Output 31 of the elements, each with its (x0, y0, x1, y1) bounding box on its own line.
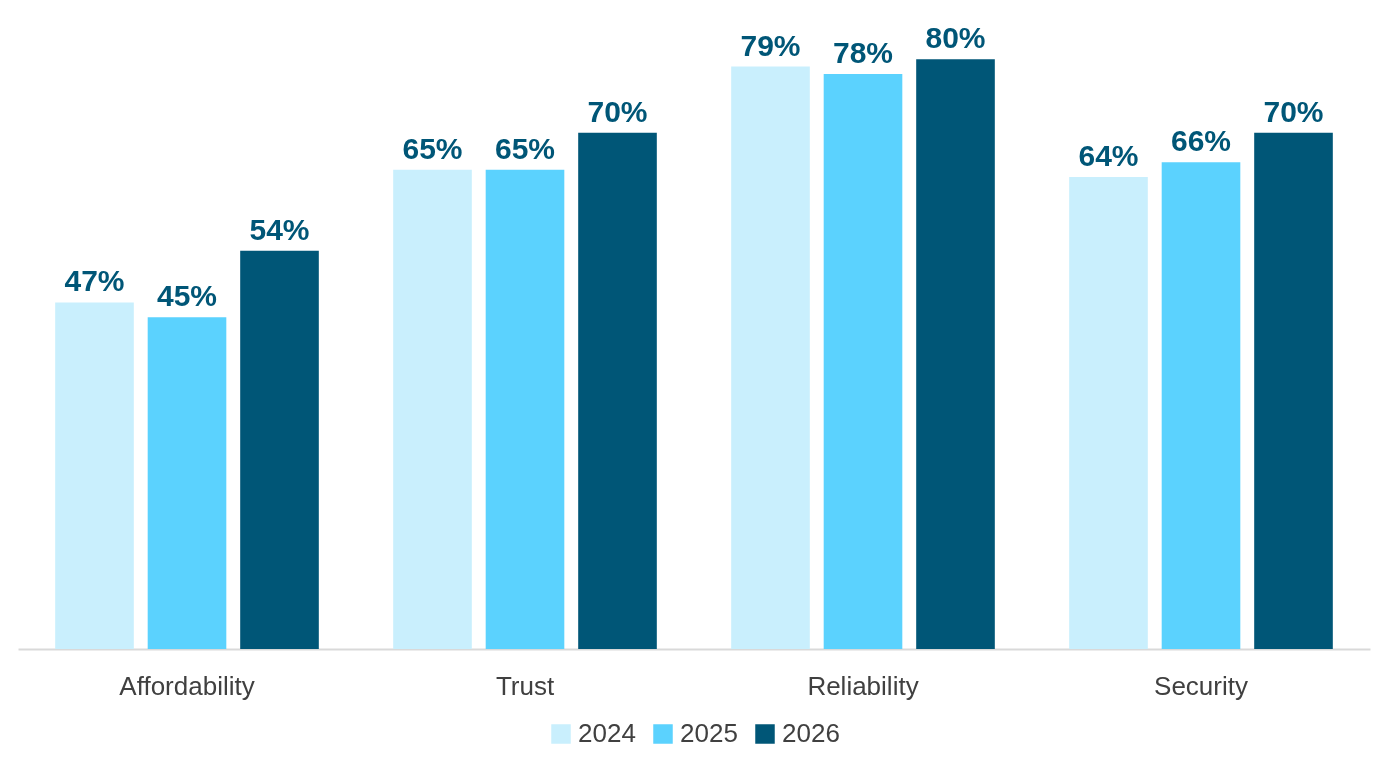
bar (731, 66, 810, 649)
x-tick-label: Affordability (119, 670, 255, 701)
data-label: 47% (64, 264, 125, 298)
data-label: 79% (740, 28, 801, 62)
bar (916, 59, 995, 649)
data-label: 65% (402, 131, 463, 165)
bar (55, 302, 134, 649)
bar (823, 73, 903, 649)
bar (393, 169, 472, 649)
bar (1161, 162, 1241, 649)
legend-label: 2026 (782, 718, 840, 748)
data-label: 66% (1170, 124, 1232, 158)
data-label: 80% (925, 21, 986, 55)
data-label: 45% (156, 279, 218, 313)
data-label: 70% (1263, 94, 1324, 128)
x-tick-label: Trust (495, 670, 555, 701)
x-tick-label: Reliability (807, 670, 919, 701)
bar (578, 132, 657, 649)
legend-label: 2024 (578, 718, 636, 748)
x-tick-label: Security (1154, 670, 1248, 701)
bar (1254, 132, 1333, 649)
bar (147, 317, 227, 649)
bar (485, 169, 565, 649)
data-label: 64% (1078, 139, 1139, 173)
data-label: 78% (832, 35, 894, 69)
data-label: 65% (494, 131, 556, 165)
data-label: 54% (249, 212, 310, 246)
bar (240, 250, 319, 649)
bar (1069, 177, 1148, 649)
legend-label: 2025 (680, 718, 738, 748)
data-label: 70% (587, 94, 648, 128)
